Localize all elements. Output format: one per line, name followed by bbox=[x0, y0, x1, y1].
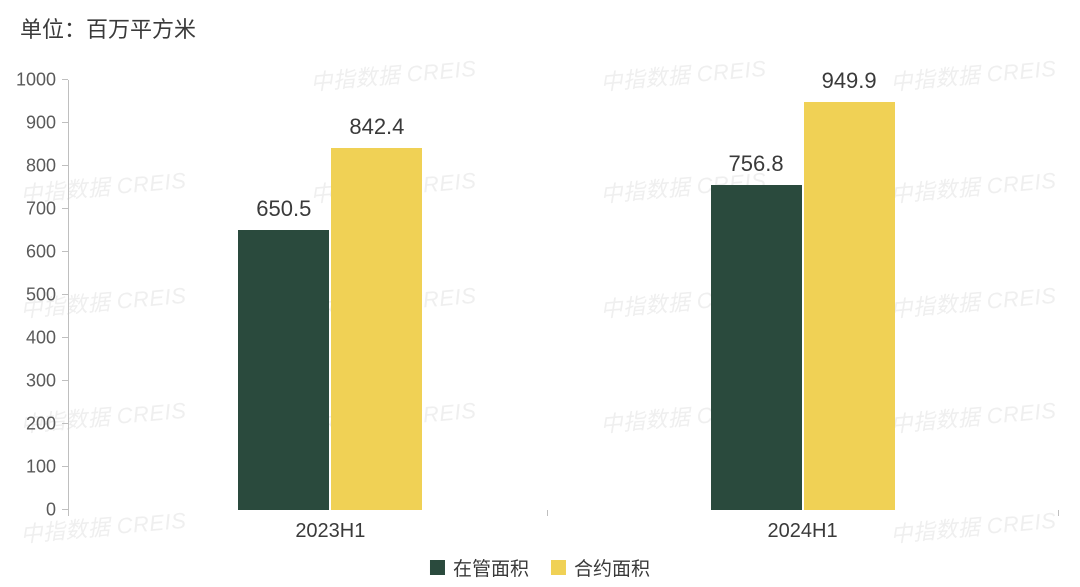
y-axis-label: 200 bbox=[26, 414, 56, 435]
y-axis-tick bbox=[62, 165, 68, 166]
y-axis-tick bbox=[62, 466, 68, 467]
legend-label: 合约面积 bbox=[574, 554, 650, 581]
y-axis bbox=[68, 80, 69, 510]
y-axis-tick bbox=[62, 251, 68, 252]
chart-bar bbox=[804, 102, 895, 510]
y-axis-label: 600 bbox=[26, 242, 56, 263]
y-axis-label: 100 bbox=[26, 457, 56, 478]
chart-bar bbox=[331, 148, 422, 510]
y-axis-label: 300 bbox=[26, 371, 56, 392]
y-axis-tick bbox=[62, 122, 68, 123]
x-axis-tick bbox=[68, 510, 69, 516]
bar-value-label: 756.8 bbox=[729, 151, 784, 177]
legend-swatch bbox=[551, 560, 566, 575]
y-axis-label: 0 bbox=[46, 500, 56, 521]
y-axis-tick bbox=[62, 208, 68, 209]
y-axis-tick bbox=[62, 79, 68, 80]
x-axis-category-label: 2023H1 bbox=[295, 520, 365, 543]
x-axis-category-label: 2024H1 bbox=[768, 520, 838, 543]
x-axis-tick bbox=[1058, 510, 1059, 516]
y-axis-label: 1000 bbox=[16, 70, 56, 91]
y-axis-label: 900 bbox=[26, 113, 56, 134]
bar-value-label: 650.5 bbox=[256, 196, 311, 222]
chart-bar bbox=[238, 230, 329, 510]
legend-label: 在管面积 bbox=[453, 554, 529, 581]
chart-bar bbox=[711, 185, 802, 510]
legend-item: 在管面积 bbox=[430, 554, 529, 581]
y-axis-label: 700 bbox=[26, 199, 56, 220]
bar-value-label: 949.9 bbox=[822, 68, 877, 94]
chart-legend: 在管面积 合约面积 bbox=[430, 554, 650, 581]
y-axis-label: 500 bbox=[26, 285, 56, 306]
y-axis-tick bbox=[62, 337, 68, 338]
legend-item: 合约面积 bbox=[551, 554, 650, 581]
y-axis-tick bbox=[62, 423, 68, 424]
unit-label: 单位：百万平方米 bbox=[20, 12, 196, 44]
y-axis-label: 400 bbox=[26, 328, 56, 349]
bar-value-label: 842.4 bbox=[349, 114, 404, 140]
legend-swatch bbox=[430, 560, 445, 575]
y-axis-label: 800 bbox=[26, 156, 56, 177]
y-axis-tick bbox=[62, 294, 68, 295]
x-axis-tick bbox=[547, 510, 548, 516]
chart-plot-area: 01002003004005006007008009001000 650.584… bbox=[68, 80, 1058, 510]
y-axis-tick bbox=[62, 380, 68, 381]
